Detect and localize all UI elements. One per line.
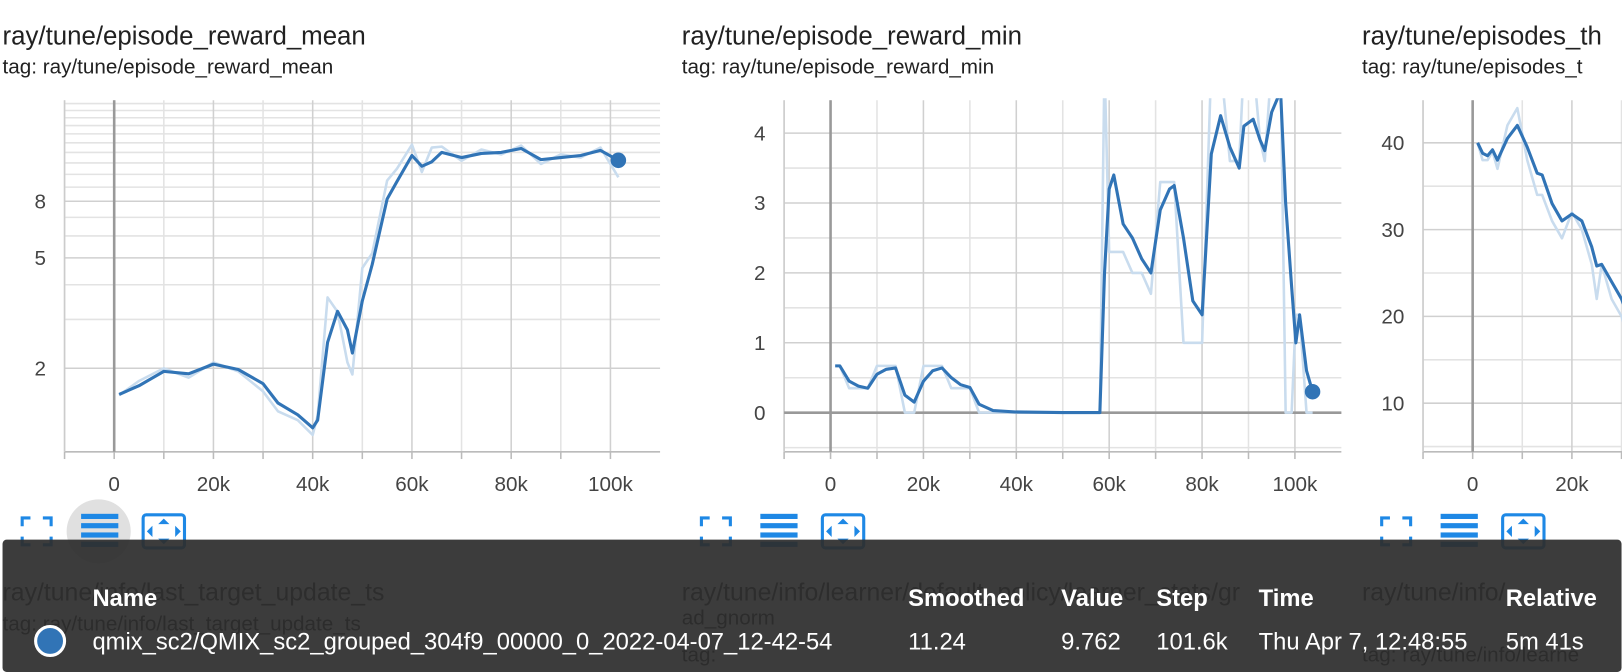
- tooltip-cell: Thu Apr 7, 12:48:55: [1259, 628, 1468, 655]
- icon-bar: [760, 532, 798, 538]
- tooltip-cell: 101.6k: [1156, 628, 1227, 655]
- tooltip-header: Step: [1156, 585, 1208, 612]
- tooltip-cell: 9.762: [1061, 628, 1120, 655]
- tooltip-header: Smoothed: [908, 585, 1024, 612]
- y-tick-label: 30: [1381, 219, 1404, 242]
- chart-tag: tag: ray/tune/episodes_t: [1362, 55, 1583, 78]
- chart-tag: tag: ray/tune/episode_reward_min: [682, 55, 994, 78]
- x-tick-label: 100k: [1273, 473, 1318, 496]
- chart-title: ray/tune/episode_reward_mean: [3, 22, 366, 50]
- tooltip-header: Relative: [1506, 585, 1597, 612]
- series-line: [835, 98, 1315, 415]
- icon-stroke: [1380, 516, 1390, 527]
- y-tick-label: 0: [754, 402, 766, 425]
- x-tick-label: 20k: [197, 473, 231, 496]
- tooltip-header: Time: [1259, 585, 1314, 612]
- tooltip-cell: 11.24: [908, 628, 966, 655]
- x-tick-label: 60k: [1093, 473, 1127, 496]
- series-line: [1476, 106, 1622, 323]
- icon-arrows: [1506, 518, 1541, 545]
- plot-area: [118, 143, 620, 437]
- y-tick-label: 40: [1381, 132, 1404, 155]
- icon-bar: [760, 523, 798, 529]
- series-line: [118, 146, 620, 430]
- icon-stroke: [1402, 516, 1413, 527]
- icon-stroke: [20, 516, 31, 527]
- x-tick-label: 100k: [588, 473, 633, 496]
- icon-stroke: [722, 516, 732, 527]
- icon-bar: [81, 532, 119, 538]
- y-tick-label: 3: [754, 192, 766, 215]
- tooltip: Name Smoothed Value Step Time Relative qmix_sc…: [2, 539, 1622, 672]
- icon-stroke: [699, 516, 710, 527]
- x-tick-label: 20k: [907, 473, 941, 496]
- run-color-swatch: [34, 624, 67, 658]
- y-tick-label: 2: [34, 358, 46, 381]
- series-line: [118, 143, 620, 437]
- icon-bar: [81, 513, 119, 519]
- tooltip-cell: 5m 41s: [1506, 628, 1584, 655]
- chart-tag: tag: ray/tune/episode_reward_mean: [3, 55, 334, 78]
- tooltip-background: [2, 539, 1622, 672]
- chart-panel: ray/tune/episode_reward_min tag: ray/tune…: [682, 22, 1342, 550]
- icon-bar: [81, 523, 119, 529]
- icon-bar: [1440, 513, 1478, 519]
- tooltip-cell: qmix_sc2/QMIX_sc2_grouped_304f9_00000_0_…: [92, 628, 832, 655]
- x-tick-label: 60k: [395, 473, 429, 496]
- x-tick-label: 40k: [296, 473, 330, 496]
- plot-area: [1476, 106, 1622, 323]
- tooltip-header: Name: [92, 585, 157, 612]
- y-tick-label: 2: [754, 262, 766, 285]
- endpoint-marker: [610, 152, 627, 169]
- chart-title: ray/tune/episodes_th: [1362, 22, 1602, 50]
- icon-arrows: [826, 518, 861, 545]
- x-tick-label: 20k: [1555, 473, 1589, 496]
- endpoint-marker: [1304, 383, 1321, 400]
- icon-arrows: [146, 518, 181, 545]
- icon-bar: [1440, 523, 1478, 529]
- y-tick-label: 8: [34, 191, 46, 214]
- x-tick-label: 0: [1467, 473, 1479, 496]
- x-tick-label: 80k: [1185, 473, 1219, 496]
- x-tick-label: 80k: [495, 473, 529, 496]
- chart-title: ray/tune/episode_reward_min: [682, 22, 1022, 50]
- icon-bar: [760, 513, 798, 519]
- y-tick-label: 10: [1381, 392, 1404, 415]
- series-line: [1476, 123, 1622, 305]
- series-line: [835, 98, 1313, 414]
- x-tick-label: 0: [108, 473, 120, 496]
- chart-panel: ray/tune/episodes_th tag: ray/tune/episod…: [1362, 22, 1622, 550]
- tooltip-header: Value: [1061, 585, 1123, 612]
- x-tick-label: 0: [825, 473, 837, 496]
- icon-bar: [1440, 532, 1478, 538]
- icon-stroke: [42, 516, 53, 527]
- chart-panel: ray/tune/episode_reward_mean tag: ray/tun…: [3, 22, 661, 564]
- x-tick-label: 40k: [1000, 473, 1034, 496]
- plot-area: [835, 98, 1315, 415]
- y-tick-label: 20: [1381, 306, 1404, 329]
- y-tick-label: 5: [34, 247, 46, 270]
- y-tick-label: 4: [754, 122, 766, 145]
- y-tick-label: 1: [754, 332, 766, 355]
